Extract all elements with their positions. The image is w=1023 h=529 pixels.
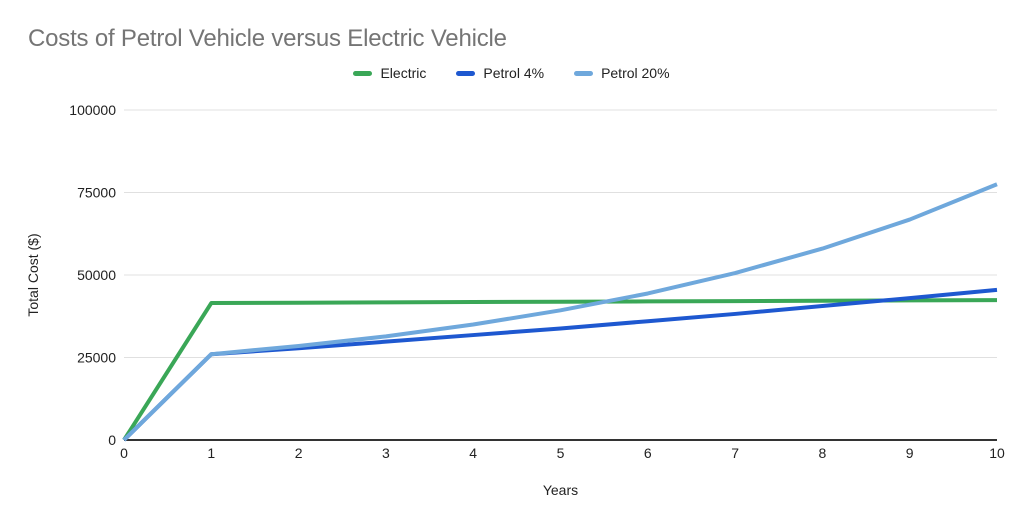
legend-swatch [456, 70, 476, 76]
x-tick-label: 2 [295, 445, 303, 461]
x-tick-label: 8 [819, 445, 827, 461]
x-tick-label: 6 [644, 445, 652, 461]
y-tick-label: 50000 [77, 267, 116, 283]
x-tick-label: 0 [120, 445, 128, 461]
y-tick-label: 0 [108, 432, 116, 448]
series-line-petrol-20[interactable] [122, 182, 998, 442]
legend-item-petrol-20[interactable]: Petrol 20% [574, 65, 670, 81]
legend-item-electric[interactable]: Electric [353, 65, 426, 81]
legend-swatch [574, 70, 594, 76]
y-tick-label: 25000 [77, 350, 116, 366]
x-tick-label: 7 [731, 445, 739, 461]
x-tick-label: 4 [469, 445, 477, 461]
series-line-electric[interactable] [122, 298, 998, 442]
legend-label: Electric [380, 65, 427, 81]
x-tick-label: 1 [207, 445, 215, 461]
chart-title: Costs of Petrol Vehicle versus Electric … [28, 25, 507, 52]
x-tick-label: 9 [906, 445, 914, 461]
legend-swatch [353, 70, 373, 76]
chart-legend: Electric Petrol 4% Petrol 20% [0, 64, 1023, 82]
series-line-petrol-4[interactable] [122, 287, 998, 442]
x-tick-label: 5 [557, 445, 565, 461]
legend-label: Petrol 20% [601, 65, 670, 81]
x-tick-label: 10 [989, 445, 1005, 461]
x-tick-label: 3 [382, 445, 390, 461]
x-axis-title: Years [542, 482, 579, 498]
y-tick-label: 100000 [69, 102, 116, 118]
legend-label: Petrol 4% [483, 65, 545, 81]
legend-item-petrol-4[interactable]: Petrol 4% [456, 65, 544, 81]
y-tick-label: 75000 [77, 185, 116, 201]
